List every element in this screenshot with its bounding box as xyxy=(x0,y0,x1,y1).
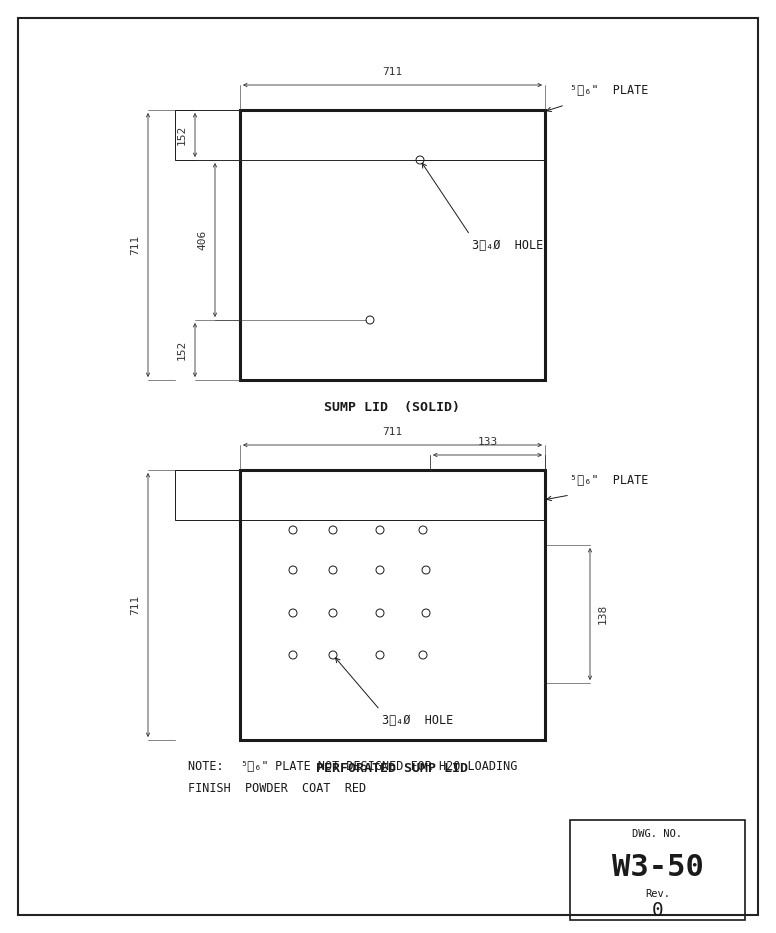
Text: 711: 711 xyxy=(383,67,403,77)
Text: 3⁄₄Ø  HOLE: 3⁄₄Ø HOLE xyxy=(472,239,543,252)
Text: ⁵⁄₆": ⁵⁄₆" xyxy=(240,760,268,773)
Bar xyxy=(175,470,545,520)
Bar xyxy=(175,110,545,160)
Text: 138: 138 xyxy=(598,604,608,624)
Bar xyxy=(240,110,545,380)
Text: Rev.: Rev. xyxy=(645,889,670,899)
Text: PLATE NOT DESIGNED FOR H2O LOADING: PLATE NOT DESIGNED FOR H2O LOADING xyxy=(268,760,518,773)
Text: 711: 711 xyxy=(130,235,140,255)
Text: 406: 406 xyxy=(197,230,207,250)
Text: 0: 0 xyxy=(652,900,663,920)
Text: 133: 133 xyxy=(477,437,497,447)
Text: NOTE:: NOTE: xyxy=(188,760,230,773)
Bar xyxy=(570,820,745,920)
Text: 3⁄₄Ø  HOLE: 3⁄₄Ø HOLE xyxy=(382,714,453,727)
Text: DWG. NO.: DWG. NO. xyxy=(632,829,683,839)
Text: SUMP LID  (SOLID): SUMP LID (SOLID) xyxy=(324,401,460,414)
Text: 152: 152 xyxy=(177,125,187,146)
Text: ⁵⁄₆"  PLATE: ⁵⁄₆" PLATE xyxy=(570,83,649,96)
Text: 711: 711 xyxy=(383,427,403,437)
Text: PERFORATED SUMP LID: PERFORATED SUMP LID xyxy=(317,761,469,774)
Bar xyxy=(240,470,545,740)
Text: 152: 152 xyxy=(177,340,187,360)
Text: W3-50: W3-50 xyxy=(611,854,703,883)
Text: FINISH  POWDER  COAT  RED: FINISH POWDER COAT RED xyxy=(188,782,366,795)
Text: 711: 711 xyxy=(130,595,140,615)
Text: ⁵⁄₆"  PLATE: ⁵⁄₆" PLATE xyxy=(570,474,649,486)
